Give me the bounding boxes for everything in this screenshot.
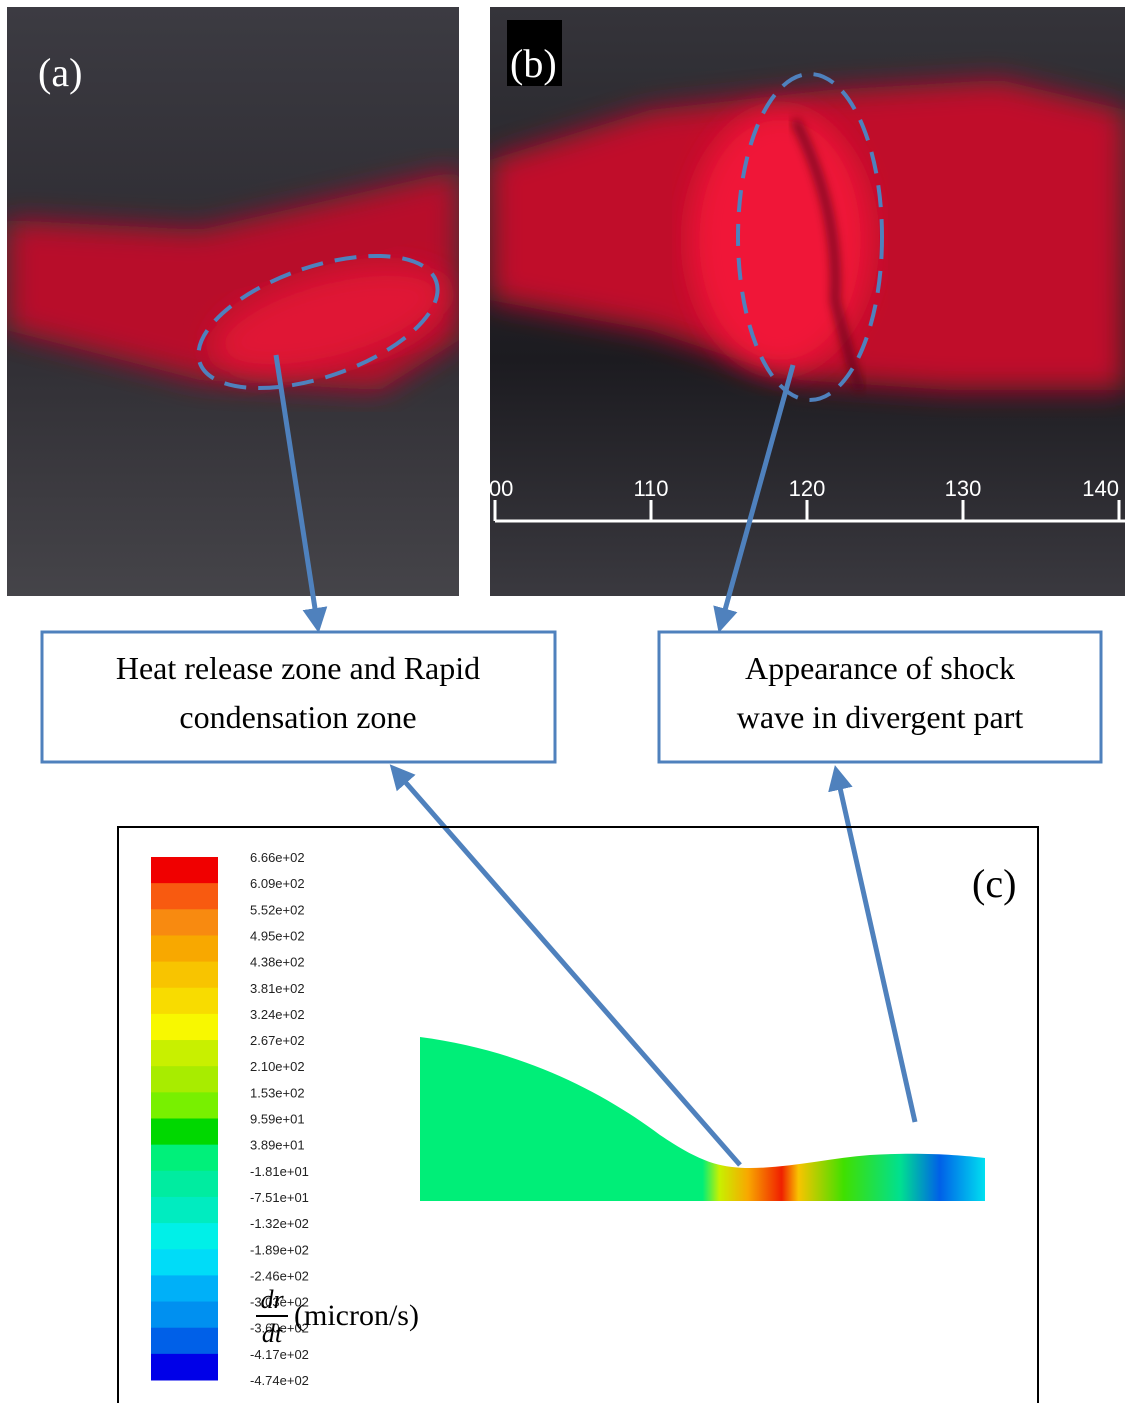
photo-b: (b) 100 110 120 130 140	[477, 7, 1125, 596]
colorbar-cell	[151, 962, 218, 989]
figure: (a) (b) 100 110 120 130 140 Heat release zon…	[0, 0, 1125, 1403]
callout-text: condensation zone	[179, 699, 416, 735]
colorbar-label: 1.53e+02	[250, 1085, 305, 1100]
panel-label: (b)	[510, 41, 557, 86]
page: {"panels": { "a": {"label": "(a)"}, "b":…	[0, 0, 1125, 1403]
colorbar-cell	[151, 1328, 218, 1355]
colorbar-label: -7.51e+01	[250, 1190, 309, 1205]
colorbar-label: 5.52e+02	[250, 902, 305, 917]
colorbar-cell	[151, 1354, 218, 1381]
colorbar-label: 4.38e+02	[250, 955, 305, 970]
colorbar-cell	[151, 1066, 218, 1093]
colorbar-label: 4.95e+02	[250, 928, 305, 943]
colorbar-cell	[151, 935, 218, 962]
colorbar-label: 6.09e+02	[250, 876, 305, 891]
colorbar-cell	[151, 988, 218, 1015]
colorbar-label: 3.81e+02	[250, 981, 305, 996]
colorbar-label: -4.74e+02	[250, 1373, 309, 1388]
ruler-label: 140	[1082, 476, 1119, 501]
panel-c: 6.66e+02 6.09e+02 5.52e+02 4.95e+02 4.38e+02…	[118, 827, 1038, 1403]
colorbar-label: 3.24e+02	[250, 1007, 305, 1022]
colorbar-cell	[151, 1171, 218, 1198]
colorbar-cell	[151, 1302, 218, 1329]
colorbar-label: -4.17e+02	[250, 1347, 309, 1362]
colorbar-cell	[151, 909, 218, 936]
colorbar-cell	[151, 883, 218, 910]
colorbar-label: -1.32e+02	[250, 1216, 309, 1231]
quantity-denominator: dt	[262, 1319, 283, 1348]
photo-a: (a)	[7, 7, 459, 596]
colorbar-label: -1.81e+01	[250, 1164, 309, 1179]
panel-label: (c)	[972, 861, 1016, 906]
callout-text: wave in divergent part	[737, 699, 1024, 735]
colorbar-cell	[151, 1197, 218, 1224]
colorbar-label: -2.46e+02	[250, 1268, 309, 1283]
colorbar-label: 2.10e+02	[250, 1059, 305, 1074]
colorbar-cell	[151, 1223, 218, 1250]
colorbar-cell	[151, 857, 218, 884]
colorbar-label: 9.59e+01	[250, 1112, 305, 1127]
colorbar-cell	[151, 1275, 218, 1302]
ruler-label: 110	[633, 476, 668, 501]
colorbar-cell	[151, 1014, 218, 1041]
colorbar-label: -1.89e+02	[250, 1242, 309, 1257]
quantity-numerator: dr	[260, 1285, 284, 1314]
ruler-label: 130	[945, 476, 982, 501]
colorbar-cell	[151, 1145, 218, 1172]
ruler-label: 100	[477, 476, 514, 501]
colorbar-cell	[151, 1040, 218, 1067]
colorbar-label: 3.89e+01	[250, 1138, 305, 1153]
callout-text: Appearance of shock	[745, 650, 1015, 686]
quantity-unit: (micron/s)	[294, 1299, 419, 1332]
panel-label: (a)	[38, 50, 82, 95]
colorbar-label: 2.67e+02	[250, 1033, 305, 1048]
colorbar-label: 6.66e+02	[250, 850, 305, 865]
colorbar-cell	[151, 1119, 218, 1146]
colorbar-cell	[151, 1092, 218, 1119]
callout-text: Heat release zone and Rapid	[116, 650, 480, 686]
colorbar-cell	[151, 1249, 218, 1276]
ruler-label: 120	[789, 476, 826, 501]
